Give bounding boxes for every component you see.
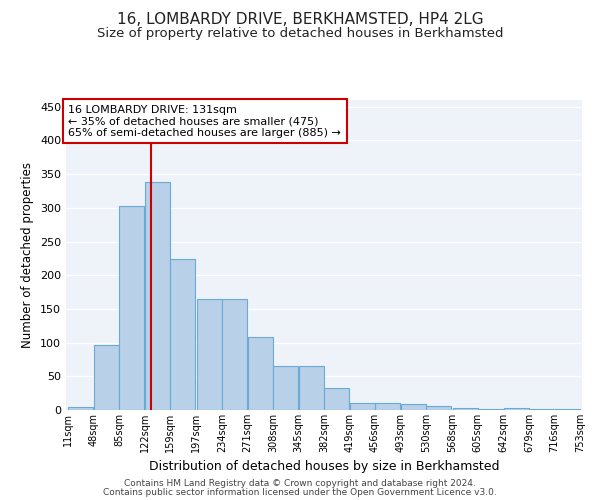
Bar [554, 408, 580, 410]
Text: 16, LOMBARDY DRIVE, BERKHAMSTED, HP4 2LG: 16, LOMBARDY DRIVE, BERKHAMSTED, HP4 2LG [116, 12, 484, 28]
Bar [68, 408, 94, 410]
Bar [170, 259, 196, 410]
Text: Size of property relative to detached houses in Berkhamsted: Size of property relative to detached ho… [97, 28, 503, 40]
Bar [197, 300, 221, 410]
Y-axis label: Number of detached properties: Number of detached properties [22, 162, 34, 348]
Bar [376, 402, 400, 410]
Bar [222, 300, 247, 410]
Bar [452, 408, 478, 410]
Bar [248, 337, 272, 410]
Bar [119, 206, 145, 410]
X-axis label: Distribution of detached houses by size in Berkhamsted: Distribution of detached houses by size … [149, 460, 499, 473]
Bar [427, 406, 451, 410]
Bar [401, 404, 426, 410]
Bar [299, 366, 324, 410]
Bar [324, 388, 349, 410]
Bar [503, 408, 529, 410]
Text: 16 LOMBARDY DRIVE: 131sqm
← 35% of detached houses are smaller (475)
65% of semi: 16 LOMBARDY DRIVE: 131sqm ← 35% of detac… [68, 104, 341, 138]
Bar [145, 182, 170, 410]
Text: Contains HM Land Registry data © Crown copyright and database right 2024.: Contains HM Land Registry data © Crown c… [124, 478, 476, 488]
Bar [350, 402, 375, 410]
Bar [94, 344, 119, 410]
Bar [273, 366, 298, 410]
Text: Contains public sector information licensed under the Open Government Licence v3: Contains public sector information licen… [103, 488, 497, 497]
